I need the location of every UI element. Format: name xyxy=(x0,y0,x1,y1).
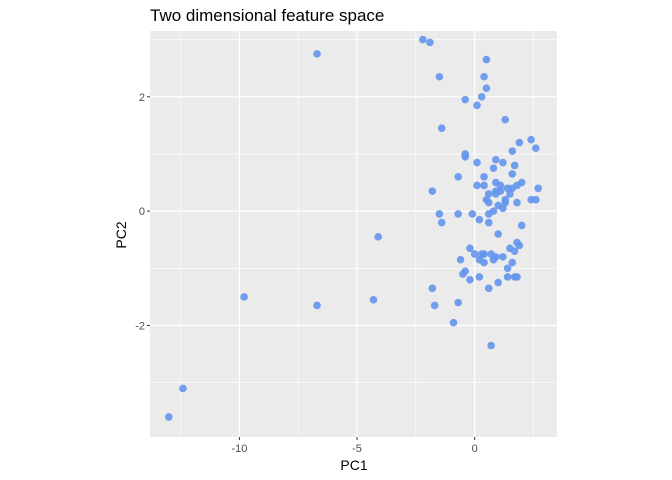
data-point xyxy=(165,413,173,421)
data-point xyxy=(532,144,540,153)
data-point xyxy=(515,138,524,147)
data-point xyxy=(513,198,521,207)
data-point xyxy=(369,295,378,304)
data-point xyxy=(435,210,444,218)
data-point xyxy=(508,170,517,178)
data-point xyxy=(480,181,488,190)
data-point xyxy=(508,147,517,155)
data-point xyxy=(313,50,321,58)
data-point xyxy=(517,221,526,230)
data-point xyxy=(437,124,446,133)
data-point xyxy=(313,301,321,310)
data-point xyxy=(489,164,498,173)
x-tick-label: -5 xyxy=(352,443,362,455)
data-point xyxy=(499,204,507,213)
data-point xyxy=(492,187,500,195)
data-point xyxy=(484,190,493,198)
data-point xyxy=(480,258,488,267)
major-gridlines xyxy=(150,31,557,437)
data-point xyxy=(477,92,486,101)
data-point xyxy=(454,173,462,181)
data-point xyxy=(494,278,502,287)
data-point xyxy=(470,250,479,258)
data-point xyxy=(508,258,517,267)
data-point xyxy=(473,101,481,110)
data-point xyxy=(426,38,434,47)
data-point xyxy=(503,264,512,273)
data-point xyxy=(430,301,439,310)
data-point xyxy=(456,255,465,264)
data-point xyxy=(428,284,437,293)
y-axis-ticks: -2 0 2 xyxy=(135,92,150,332)
data-point xyxy=(475,273,484,281)
y-tick-label: 0 xyxy=(139,206,145,218)
data-point xyxy=(489,207,498,215)
data-point xyxy=(473,158,481,167)
data-point xyxy=(513,273,521,281)
data-point xyxy=(527,135,535,144)
y-axis-title: PC2 xyxy=(113,221,129,248)
minor-gridlines xyxy=(150,31,557,437)
x-tick-label: 0 xyxy=(472,443,478,455)
data-point xyxy=(492,155,500,164)
data-point xyxy=(449,318,458,327)
x-tick-label: -10 xyxy=(231,443,247,455)
data-point xyxy=(461,95,470,104)
data-point xyxy=(435,72,444,81)
data-point xyxy=(532,195,540,204)
data-point xyxy=(475,215,484,224)
chart-title: Two dimensional feature space xyxy=(150,6,384,25)
data-point xyxy=(480,173,488,181)
plot-panel xyxy=(150,31,557,437)
data-point xyxy=(513,181,521,190)
data-point xyxy=(482,84,491,92)
data-point xyxy=(482,55,491,64)
data-point xyxy=(466,275,474,284)
data-point xyxy=(487,250,495,258)
x-axis-ticks: -10 -5 0 xyxy=(231,437,478,455)
data-point xyxy=(484,218,493,227)
data-point xyxy=(484,284,493,293)
data-points xyxy=(165,35,542,421)
data-point xyxy=(477,250,486,258)
data-point xyxy=(240,293,248,301)
data-point xyxy=(489,255,498,264)
data-point xyxy=(454,210,462,218)
data-point xyxy=(428,187,437,195)
x-axis-title: PC1 xyxy=(340,457,367,473)
data-point xyxy=(501,115,510,124)
data-point xyxy=(473,181,481,190)
data-point xyxy=(480,72,488,81)
data-point xyxy=(461,267,470,275)
y-tick-label: 2 xyxy=(139,92,145,104)
data-point xyxy=(494,230,502,238)
y-tick-label: -2 xyxy=(135,320,145,332)
data-point xyxy=(468,210,477,218)
data-point xyxy=(515,241,524,250)
data-point xyxy=(499,158,507,167)
data-point xyxy=(499,253,507,261)
data-point xyxy=(461,153,470,161)
data-point xyxy=(484,198,493,207)
data-point xyxy=(534,184,542,193)
data-point xyxy=(487,341,495,350)
data-point xyxy=(506,190,514,198)
data-point xyxy=(454,298,462,307)
data-point xyxy=(501,198,510,207)
data-point xyxy=(419,35,427,44)
data-point xyxy=(496,181,505,190)
data-point xyxy=(374,233,383,241)
data-point xyxy=(179,384,187,393)
data-point xyxy=(437,218,446,227)
data-point xyxy=(503,273,512,281)
data-point xyxy=(510,247,519,255)
data-point xyxy=(466,244,474,253)
data-point xyxy=(510,161,519,170)
